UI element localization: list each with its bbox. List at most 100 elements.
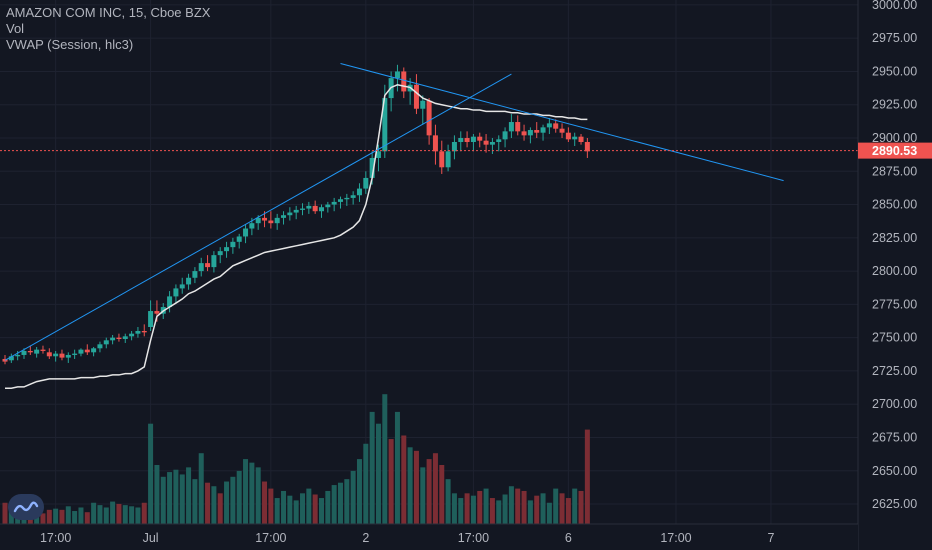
- candle-body: [477, 136, 483, 141]
- time-tick-label: 17:00: [458, 531, 489, 545]
- candle-body: [59, 353, 65, 358]
- candle-body: [363, 177, 369, 189]
- volume-bar: [483, 488, 489, 524]
- volume-bar: [401, 435, 407, 524]
- candle-body: [426, 100, 432, 136]
- volume-bar: [78, 507, 84, 524]
- price-tick-label: 2950.00: [872, 64, 917, 78]
- volume-bar: [268, 488, 274, 524]
- price-tick-label: 2975.00: [872, 31, 917, 45]
- candle-body: [84, 349, 90, 353]
- price-tick-label: 2675.00: [872, 430, 917, 444]
- price-tick-label: 2775.00: [872, 297, 917, 311]
- candle-body: [572, 136, 578, 140]
- volume-bar: [413, 450, 419, 524]
- volume-bar: [293, 500, 299, 524]
- volume-indicator-label[interactable]: Vol: [6, 21, 25, 36]
- vwap-indicator-label[interactable]: VWAP (Session, hlc3): [6, 37, 134, 52]
- last-price-value: 2890.53: [872, 144, 917, 158]
- candle-body: [91, 348, 97, 353]
- volume-bar: [141, 502, 147, 524]
- candle-body: [312, 205, 318, 212]
- volume-bar: [312, 494, 318, 524]
- volume-bar: [192, 479, 198, 524]
- candle-body: [502, 131, 508, 140]
- candle-body: [46, 352, 52, 357]
- candle-body: [565, 132, 571, 140]
- time-tick-label: 7: [767, 531, 774, 545]
- volume-bar: [540, 493, 546, 524]
- time-axis: 17:00 Jul 17:00 2 17:00 6 17:00 7: [0, 523, 858, 550]
- volume-bar: [534, 495, 540, 524]
- volume-bar: [369, 411, 375, 524]
- candle-body: [72, 353, 78, 355]
- candle-body: [287, 212, 293, 216]
- candle-body: [274, 217, 280, 224]
- candle-body: [451, 142, 457, 152]
- price-tick-label: 2925.00: [872, 98, 917, 112]
- time-tick-label: 17:00: [255, 531, 286, 545]
- candle-body: [331, 201, 337, 205]
- chart-legend: AMAZON COM INC, 15, Cboe BZX Vol VWAP (S…: [6, 5, 210, 53]
- candle-body: [432, 135, 438, 152]
- volume-bar: [236, 470, 242, 524]
- volume-bar: [445, 479, 451, 524]
- volume-bar: [300, 493, 306, 524]
- volume-bar: [565, 498, 571, 524]
- candle-body: [148, 311, 154, 328]
- candle-body: [186, 277, 192, 285]
- volume-bar: [407, 447, 413, 524]
- candle-body: [578, 136, 584, 143]
- candle-body: [268, 220, 274, 224]
- candle-body: [420, 100, 426, 109]
- candle-body: [515, 122, 521, 132]
- candle-body: [53, 353, 59, 357]
- candle-body: [382, 98, 388, 152]
- volume-bar: [375, 423, 381, 524]
- volume-bar: [325, 490, 331, 524]
- volume-bar: [186, 467, 192, 524]
- last-price-tag-bg: [858, 142, 932, 159]
- volume-bar: [382, 394, 388, 524]
- candle-body: [401, 71, 407, 92]
- candle-body: [243, 228, 249, 237]
- candle-body: [262, 217, 268, 221]
- volume-bar: [331, 485, 337, 524]
- candle-body: [540, 127, 546, 133]
- volume-bar: [97, 505, 103, 524]
- volume-bar: [470, 495, 476, 524]
- candle-body: [230, 241, 236, 248]
- candle-body: [293, 209, 299, 213]
- symbol-title[interactable]: AMAZON COM INC, 15, Cboe BZX: [6, 5, 211, 20]
- volume-bar: [521, 490, 527, 524]
- candle-body: [34, 349, 40, 354]
- candle-body: [483, 140, 489, 145]
- volume-bar: [572, 488, 578, 524]
- candle-body: [249, 223, 255, 229]
- price-tick-label: 2750.00: [872, 331, 917, 345]
- volume-bar: [559, 493, 565, 524]
- candle-body: [27, 350, 33, 353]
- candle-body: [337, 199, 343, 202]
- volume-bar: [439, 465, 445, 524]
- tradingview-logo-icon[interactable]: [8, 494, 44, 520]
- volume-bar: [243, 459, 249, 524]
- candle-body: [445, 151, 451, 168]
- candle-body: [439, 151, 445, 168]
- candle-body: [255, 217, 261, 224]
- candle-body: [192, 271, 198, 278]
- candle-body: [21, 350, 27, 355]
- candle-body: [110, 337, 116, 341]
- volume-bar: [160, 476, 166, 524]
- volume-bar: [116, 503, 122, 524]
- candle-body: [97, 344, 103, 349]
- volume-bar: [344, 479, 350, 524]
- last-price-tag: 2890.53: [858, 142, 932, 159]
- vwap-line: [5, 83, 588, 389]
- volume-bar: [287, 495, 293, 524]
- candle-body: [173, 288, 179, 297]
- volume-bar: [59, 509, 65, 524]
- volume-bar: [458, 498, 464, 524]
- candle-body: [584, 142, 590, 152]
